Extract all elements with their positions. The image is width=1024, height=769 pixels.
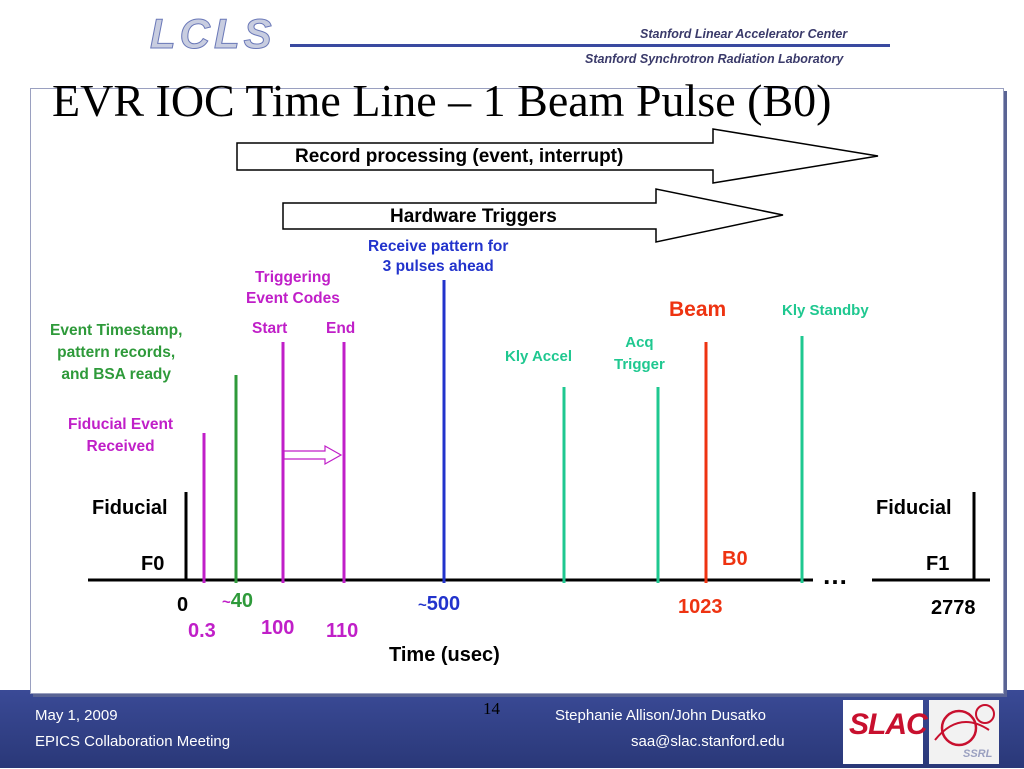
tick-110: 110 bbox=[326, 620, 359, 642]
record-processing-arrow bbox=[236, 128, 879, 184]
footer-email: saa@slac.stanford.edu bbox=[631, 733, 785, 750]
tick-0: 0 bbox=[177, 594, 189, 616]
receive-pattern-line1: Receive pattern for bbox=[368, 238, 509, 255]
fiducial-event-line2: Received bbox=[86, 438, 155, 455]
end-label: End bbox=[326, 320, 356, 337]
timestamp-line3: and BSA ready bbox=[61, 366, 172, 383]
triggering-line1: Triggering bbox=[255, 269, 331, 286]
fiducial-left-label: Fiducial bbox=[92, 497, 168, 519]
footer-date: May 1, 2009 bbox=[35, 707, 118, 724]
tick-2778: 2778 bbox=[931, 597, 976, 619]
start-label: Start bbox=[252, 320, 288, 337]
org-line-ssrl: Stanford Synchrotron Radiation Laborator… bbox=[585, 52, 844, 66]
b0-label: B0 bbox=[722, 548, 748, 570]
tick-0-3: 0.3 bbox=[188, 620, 216, 642]
slide-title: EVR IOC Time Line – 1 Beam Pulse (B0) bbox=[52, 75, 832, 126]
slide-number: 14 bbox=[483, 699, 500, 718]
timestamp-line1: Event Timestamp, bbox=[50, 322, 183, 339]
ssrl-logo: SSRL bbox=[929, 700, 999, 764]
acq-line2: Trigger bbox=[614, 356, 665, 373]
tick-40-value: 40 bbox=[230, 590, 254, 612]
tick-500-value: 500 bbox=[426, 593, 461, 615]
kly-accel-label: Kly Accel bbox=[505, 348, 572, 365]
acq-line1: Acq bbox=[625, 334, 654, 351]
tick-500-tilde: ~ bbox=[418, 597, 427, 614]
fiducial-right-label: Fiducial bbox=[876, 497, 952, 519]
timestamp-label: Event Timestamp, pattern records, and BS… bbox=[50, 320, 182, 386]
tick-100: 100 bbox=[261, 617, 295, 639]
org-line-slac: Stanford Linear Accelerator Center bbox=[640, 27, 848, 41]
acq-trigger-label: Acq Trigger bbox=[614, 332, 665, 376]
footer-meeting: EPICS Collaboration Meeting bbox=[35, 733, 231, 750]
hardware-triggers-arrow bbox=[282, 188, 784, 243]
axis-label: Time (usec) bbox=[389, 644, 500, 666]
ellipsis-label: … bbox=[822, 560, 848, 590]
fiducial-event-label: Fiducial Event Received bbox=[68, 414, 173, 458]
tick-40: ~40 bbox=[222, 590, 253, 613]
triggering-label: Triggering Event Codes bbox=[246, 267, 340, 309]
ssrl-emblem bbox=[934, 704, 995, 747]
hardware-triggers-label: Hardware Triggers bbox=[390, 206, 557, 227]
receive-pattern-line2: 3 pulses ahead bbox=[382, 258, 494, 275]
fiducial-event-line1: Fiducial Event bbox=[68, 416, 174, 433]
header-rule bbox=[290, 44, 890, 47]
timestamp-line2: pattern records, bbox=[57, 344, 176, 361]
record-processing-label: Record processing (event, interrupt) bbox=[295, 146, 624, 167]
slac-logo: SLAC bbox=[843, 700, 928, 764]
tick-1023: 1023 bbox=[678, 596, 723, 618]
receive-pattern-label: Receive pattern for 3 pulses ahead bbox=[368, 237, 508, 277]
f1-label: F1 bbox=[926, 553, 950, 575]
slide-panel bbox=[30, 88, 1004, 694]
kly-standby-label: Kly Standby bbox=[782, 302, 869, 319]
ssrl-logo-text: SSRL bbox=[963, 748, 993, 760]
slac-logo-text: SLAC bbox=[849, 708, 928, 741]
f0-label: F0 bbox=[141, 553, 165, 575]
beam-label: Beam bbox=[669, 298, 727, 321]
tick-40-tilde: ~ bbox=[222, 594, 231, 611]
tick-500: ~500 bbox=[418, 593, 460, 616]
lcls-logo: LCLS bbox=[150, 10, 276, 58]
footer-authors: Stephanie Allison/John Dusatko bbox=[555, 707, 766, 724]
start-end-arrow bbox=[283, 444, 343, 466]
triggering-line2: Event Codes bbox=[246, 290, 340, 307]
